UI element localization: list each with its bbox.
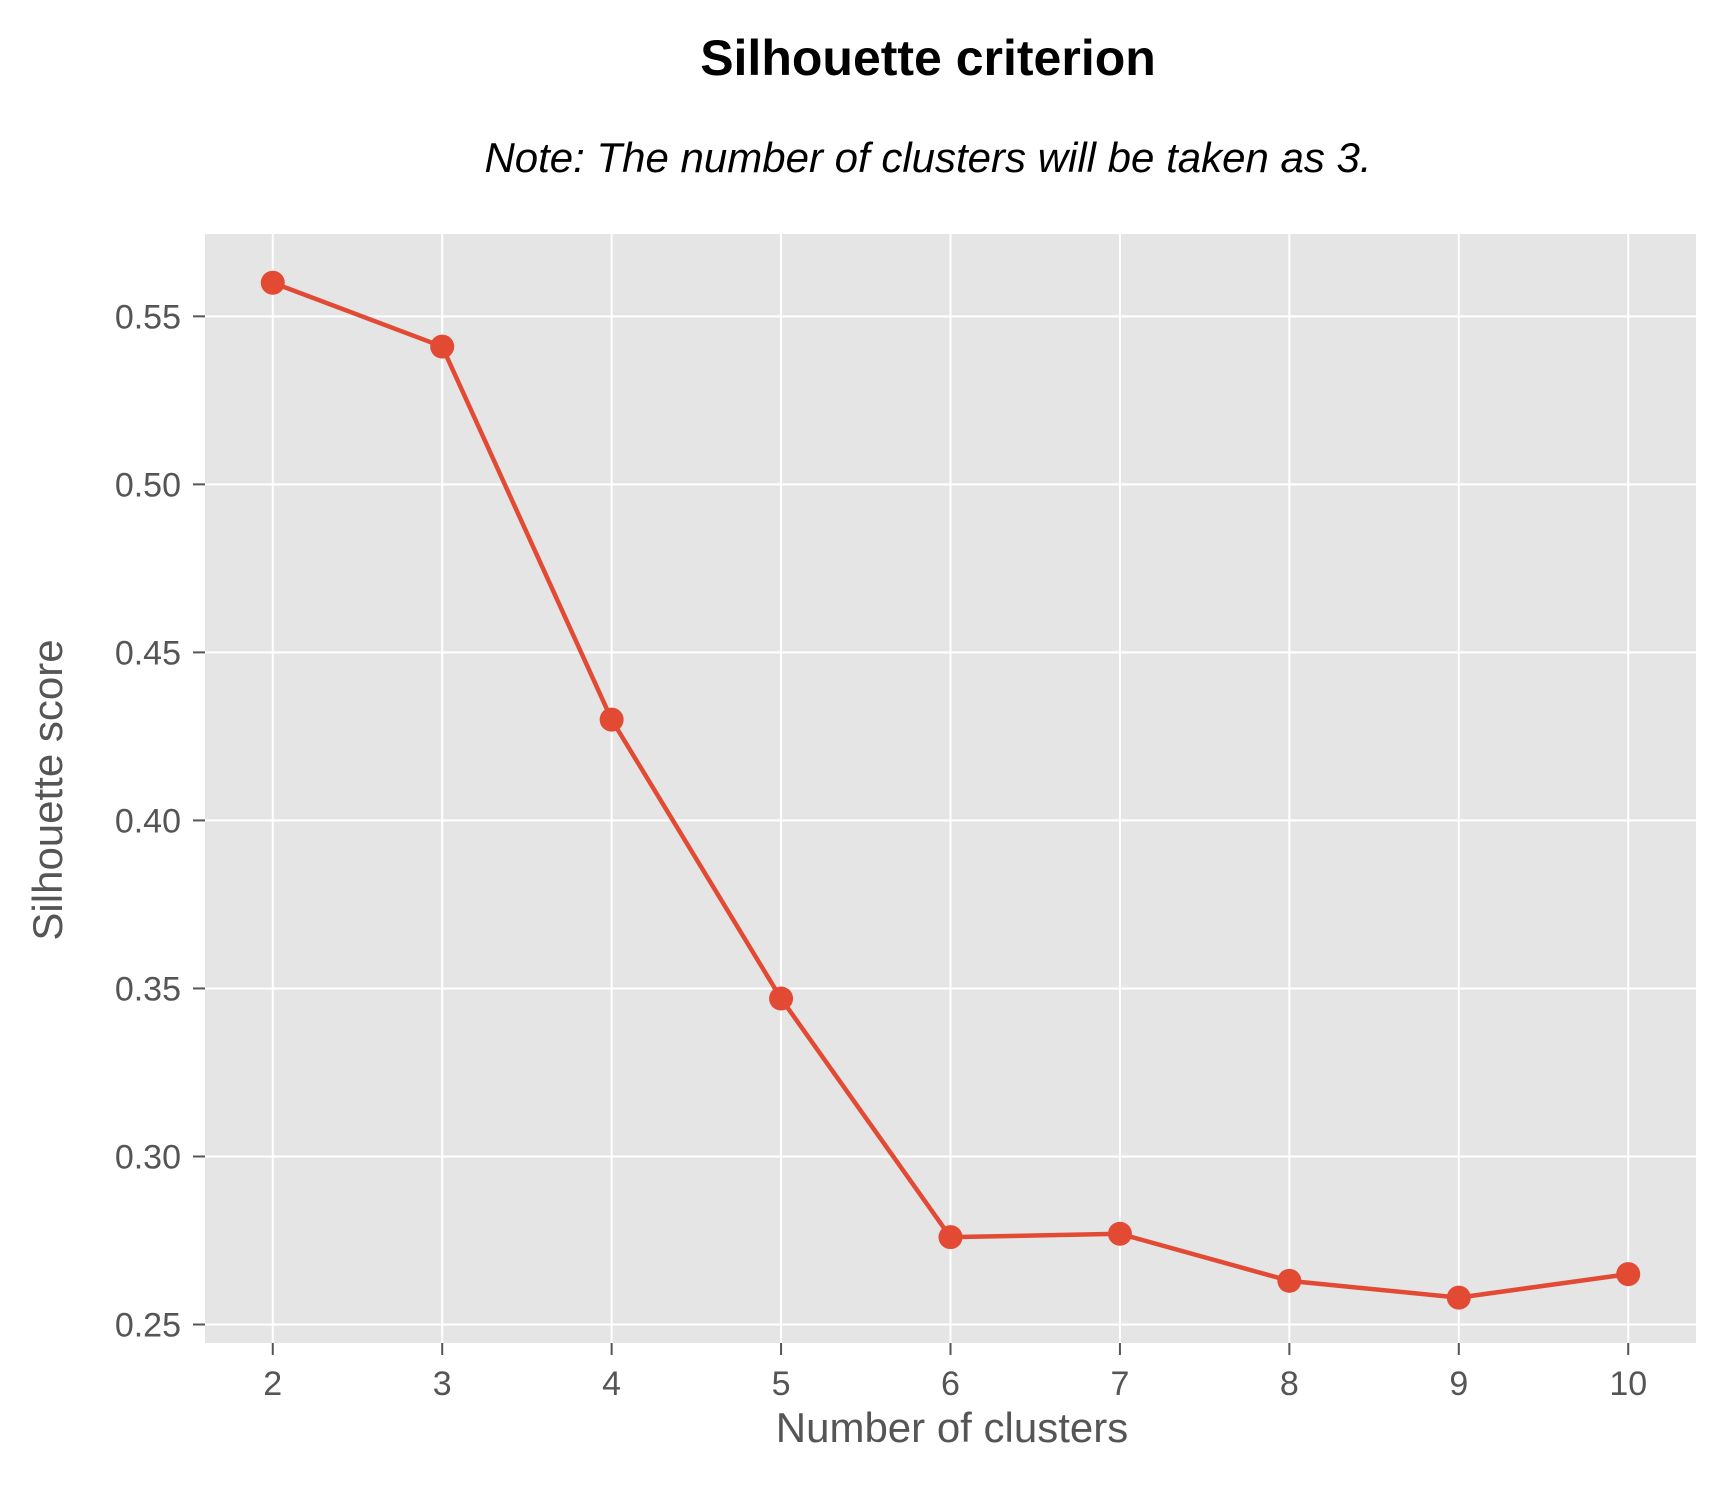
x-tick-label: 10 xyxy=(1609,1365,1647,1403)
x-tick-label: 9 xyxy=(1449,1365,1468,1403)
x-tick-label: 5 xyxy=(772,1365,791,1403)
series-layer xyxy=(260,270,1641,1310)
data-point xyxy=(1446,1285,1471,1310)
y-tick-label: 0.30 xyxy=(115,1138,181,1176)
y-tick-label: 0.25 xyxy=(115,1307,181,1345)
y-tick-label: 0.50 xyxy=(115,466,181,504)
grid-lines xyxy=(205,234,1696,1343)
x-axis-label: Number of clusters xyxy=(776,1404,1128,1451)
label-layer: Silhouette criterion Note: The number of… xyxy=(24,30,1372,1451)
x-tick-label: 2 xyxy=(263,1365,282,1403)
data-point xyxy=(1107,1221,1132,1246)
x-tick-label: 7 xyxy=(1110,1365,1129,1403)
x-tick-label: 8 xyxy=(1280,1365,1299,1403)
data-point xyxy=(260,270,285,295)
x-tick-label: 4 xyxy=(602,1365,621,1403)
data-point xyxy=(599,707,624,732)
chart-title: Silhouette criterion xyxy=(700,30,1156,86)
data-point xyxy=(430,334,455,359)
x-tick-label: 6 xyxy=(941,1365,960,1403)
axis-ticks: 2 3 4 5 6 7 8 9 10 0.25 0.30 0.35 0.40 0.45 0.50 0.55 xyxy=(115,298,1647,1403)
y-tick-label: 0.55 xyxy=(115,298,181,336)
y-tick-label: 0.45 xyxy=(115,634,181,672)
data-point xyxy=(1616,1262,1641,1287)
y-tick-label: 0.35 xyxy=(115,970,181,1008)
data-point xyxy=(938,1225,963,1250)
chart-subtitle: Note: The number of clusters will be tak… xyxy=(484,134,1371,181)
data-point xyxy=(769,986,794,1011)
data-point xyxy=(1277,1268,1302,1293)
y-tick-label: 0.40 xyxy=(115,802,181,840)
x-tick-label: 3 xyxy=(433,1365,452,1403)
y-axis-label: Silhouette score xyxy=(24,639,71,940)
